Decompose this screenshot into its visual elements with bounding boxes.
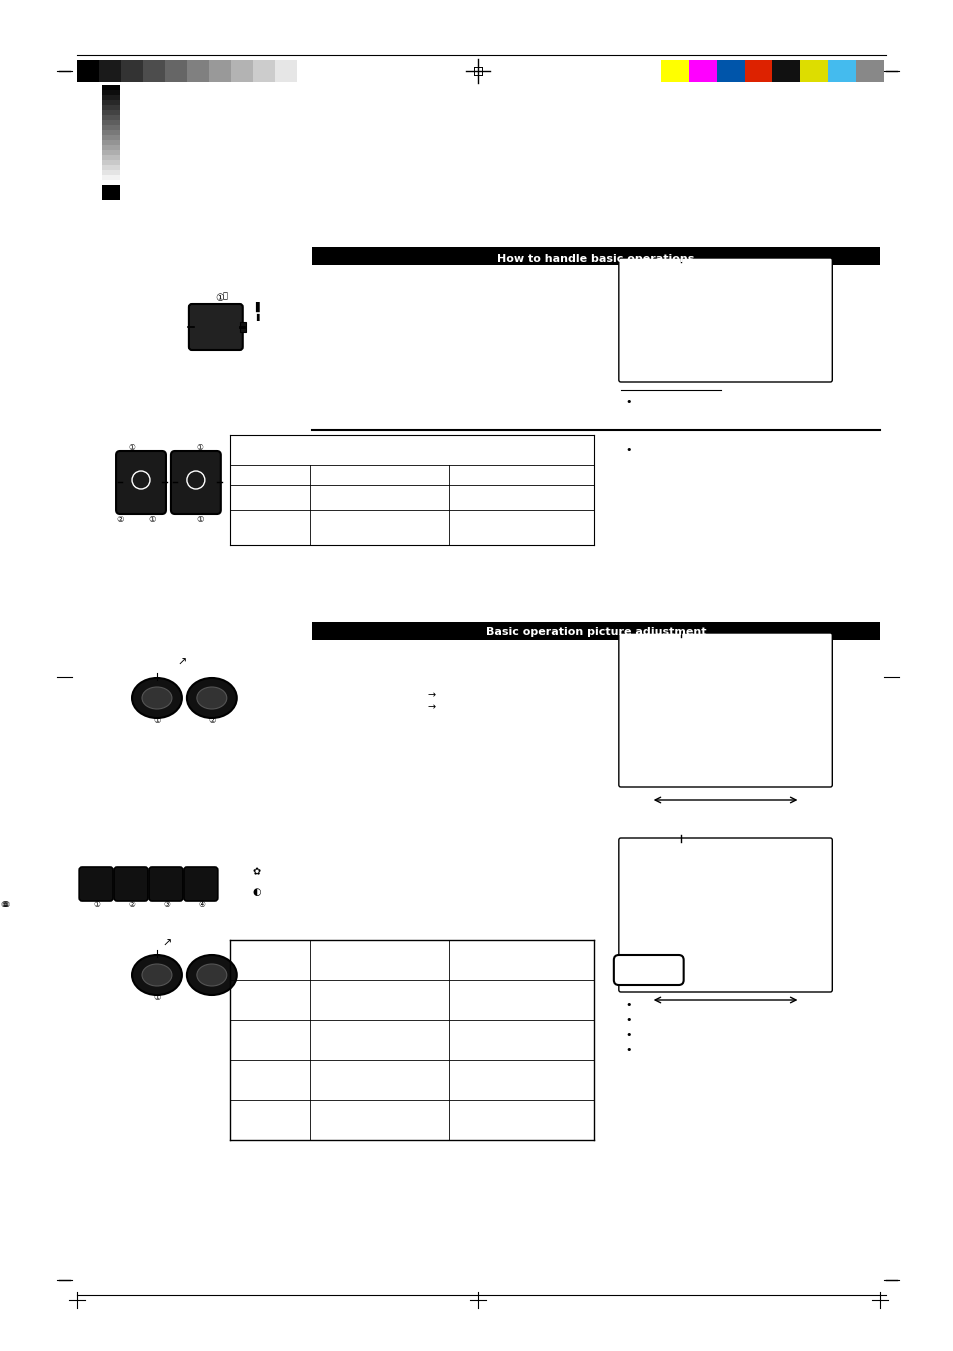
Text: ①: ① — [148, 515, 155, 524]
Text: ①: ① — [93, 900, 100, 909]
Bar — [102, 120, 120, 126]
Text: •: • — [625, 1000, 632, 1011]
Bar — [102, 135, 120, 141]
Text: ①: ① — [196, 443, 203, 453]
Text: ①: ① — [2, 902, 9, 908]
Text: ▌: ▌ — [255, 313, 261, 320]
Bar — [856, 59, 883, 82]
Text: ①: ① — [215, 293, 224, 303]
Bar — [102, 165, 120, 170]
Bar — [102, 180, 120, 185]
Text: ②: ② — [129, 900, 135, 909]
Bar — [296, 59, 318, 82]
Text: ▌: ▌ — [254, 301, 262, 312]
Text: ①: ① — [196, 515, 203, 524]
Text: •: • — [625, 1029, 632, 1040]
Bar — [187, 59, 209, 82]
Text: ①: ① — [0, 902, 7, 908]
Bar — [102, 130, 120, 135]
Bar — [209, 59, 231, 82]
Text: ⓟ: ⓟ — [222, 292, 227, 300]
Bar — [772, 59, 800, 82]
Text: ↗: ↗ — [162, 939, 172, 948]
Bar — [102, 91, 120, 95]
Bar — [102, 155, 120, 159]
Text: •: • — [625, 1015, 632, 1025]
Bar — [102, 105, 120, 109]
Text: •: • — [625, 1046, 632, 1055]
FancyBboxPatch shape — [189, 304, 242, 350]
Bar — [102, 85, 120, 91]
FancyBboxPatch shape — [116, 451, 166, 513]
Ellipse shape — [187, 678, 236, 717]
Bar — [102, 185, 120, 200]
Text: •: • — [625, 397, 632, 407]
FancyBboxPatch shape — [79, 867, 113, 901]
Bar — [743, 59, 772, 82]
Bar — [102, 170, 120, 176]
Bar — [102, 115, 120, 120]
Bar — [312, 247, 880, 265]
FancyBboxPatch shape — [618, 838, 831, 992]
Text: ③: ③ — [163, 900, 171, 909]
Bar — [102, 109, 120, 115]
Bar — [77, 59, 99, 82]
FancyBboxPatch shape — [114, 867, 148, 901]
Text: ②: ② — [116, 515, 124, 524]
Bar — [239, 322, 246, 332]
Ellipse shape — [187, 955, 236, 994]
Text: ①: ① — [153, 716, 160, 725]
Text: •: • — [625, 444, 632, 455]
Bar — [274, 59, 296, 82]
FancyBboxPatch shape — [613, 955, 683, 985]
Text: ①: ① — [1, 902, 8, 908]
Bar — [231, 59, 253, 82]
Text: Basic operation picture adjustment: Basic operation picture adjustment — [485, 627, 705, 638]
Text: ↗: ↗ — [177, 658, 187, 667]
Ellipse shape — [142, 688, 172, 709]
FancyBboxPatch shape — [618, 634, 831, 788]
Ellipse shape — [196, 688, 227, 709]
Bar — [253, 59, 274, 82]
Bar — [165, 59, 187, 82]
Bar — [102, 145, 120, 150]
Text: ①: ① — [3, 902, 10, 908]
Bar — [121, 59, 143, 82]
Bar — [688, 59, 716, 82]
Bar — [143, 59, 165, 82]
Bar — [660, 59, 688, 82]
Bar — [102, 150, 120, 155]
Bar — [99, 59, 121, 82]
Bar — [102, 159, 120, 165]
FancyBboxPatch shape — [184, 867, 217, 901]
Bar — [102, 126, 120, 130]
Text: ①: ① — [129, 443, 135, 453]
Text: ②: ② — [208, 716, 215, 725]
Bar — [827, 59, 856, 82]
FancyBboxPatch shape — [149, 867, 183, 901]
Text: →: → — [427, 703, 435, 712]
Text: ◐: ◐ — [253, 888, 261, 897]
Ellipse shape — [132, 955, 182, 994]
Text: ④: ④ — [198, 900, 205, 909]
Bar — [102, 176, 120, 180]
Bar — [102, 141, 120, 145]
FancyBboxPatch shape — [618, 258, 831, 382]
Text: ①: ① — [153, 993, 160, 1002]
Bar — [102, 95, 120, 100]
Bar — [800, 59, 827, 82]
Bar — [312, 621, 880, 640]
Ellipse shape — [142, 965, 172, 986]
Text: How to handle basic operations: How to handle basic operations — [497, 254, 694, 263]
Ellipse shape — [196, 965, 227, 986]
Bar — [716, 59, 743, 82]
Text: ✿: ✿ — [253, 867, 260, 877]
FancyBboxPatch shape — [171, 451, 220, 513]
Ellipse shape — [132, 678, 182, 717]
Text: →: → — [427, 690, 435, 700]
Bar — [102, 100, 120, 105]
